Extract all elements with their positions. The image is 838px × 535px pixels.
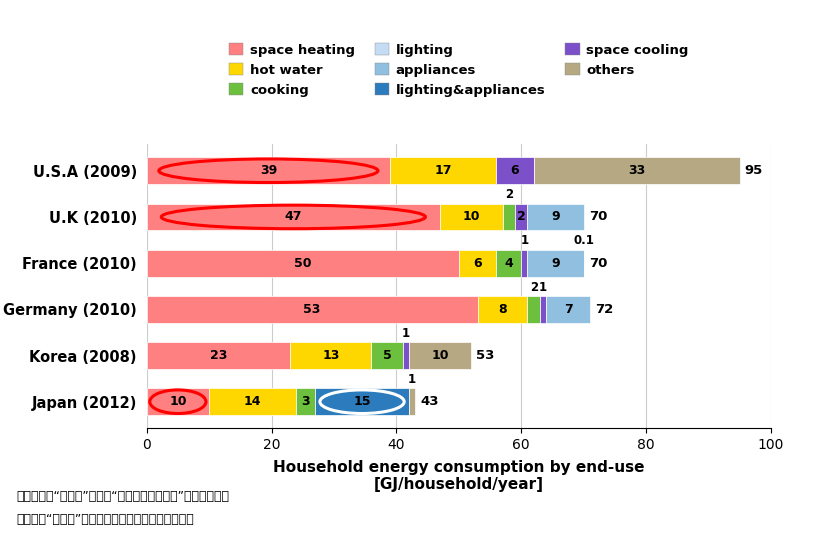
- Legend: space heating, hot water, cooking, lighting, appliances, lighting&appliances, sp: space heating, hot water, cooking, light…: [229, 43, 689, 97]
- X-axis label: Household energy consumption by end-use
[GJ/household/year]: Household energy consumption by end-use …: [273, 460, 644, 492]
- Bar: [147, 296, 478, 323]
- Bar: [371, 342, 402, 369]
- Bar: [527, 203, 584, 231]
- Bar: [315, 388, 409, 415]
- Text: 韓国：“その他”には、家電とその他が含まれる。: 韓国：“その他”には、家電とその他が含まれる。: [17, 513, 194, 525]
- Text: 9: 9: [551, 210, 560, 224]
- Bar: [147, 157, 391, 184]
- Bar: [440, 203, 503, 231]
- Text: 8: 8: [499, 303, 507, 316]
- Text: 6: 6: [473, 257, 482, 270]
- Bar: [478, 296, 527, 323]
- Text: 2: 2: [517, 210, 525, 224]
- Text: 13: 13: [322, 349, 339, 362]
- Bar: [546, 296, 590, 323]
- Bar: [540, 296, 546, 323]
- Bar: [210, 388, 297, 415]
- Text: 7: 7: [564, 303, 572, 316]
- Text: 注）米国：“その他”には、“調理・照明・家電”が含まれる。: 注）米国：“その他”には、“調理・照明・家電”が含まれる。: [17, 490, 230, 502]
- Text: 23: 23: [210, 349, 227, 362]
- Bar: [402, 342, 409, 369]
- Bar: [147, 388, 210, 415]
- Text: 33: 33: [628, 164, 645, 177]
- Bar: [409, 342, 471, 369]
- Bar: [147, 342, 290, 369]
- Text: 3: 3: [302, 395, 310, 408]
- Bar: [459, 250, 496, 277]
- Bar: [147, 250, 459, 277]
- Text: 0.1: 0.1: [573, 234, 594, 247]
- Text: 10: 10: [463, 210, 480, 224]
- Text: 4: 4: [504, 257, 513, 270]
- Text: 6: 6: [510, 164, 520, 177]
- Text: 72: 72: [595, 303, 613, 316]
- Text: 53: 53: [303, 303, 321, 316]
- Bar: [534, 157, 740, 184]
- Text: 70: 70: [589, 257, 608, 270]
- Text: 10: 10: [169, 395, 187, 408]
- Text: 14: 14: [244, 395, 261, 408]
- Bar: [521, 250, 527, 277]
- Bar: [391, 157, 496, 184]
- Text: 10: 10: [432, 349, 449, 362]
- Bar: [290, 342, 371, 369]
- Text: 5: 5: [383, 349, 391, 362]
- Bar: [496, 250, 521, 277]
- Text: 2: 2: [530, 281, 538, 294]
- Text: 1: 1: [401, 327, 410, 340]
- Text: 70: 70: [588, 210, 607, 224]
- Text: 2: 2: [504, 188, 513, 201]
- Bar: [527, 250, 584, 277]
- Bar: [147, 203, 440, 231]
- Text: 1: 1: [520, 234, 529, 247]
- Text: 47: 47: [285, 210, 303, 224]
- Bar: [503, 203, 515, 231]
- Text: 50: 50: [294, 257, 312, 270]
- Text: 9: 9: [551, 257, 560, 270]
- Text: 53: 53: [476, 349, 494, 362]
- Text: 39: 39: [260, 164, 277, 177]
- Bar: [409, 388, 415, 415]
- Text: 15: 15: [354, 395, 370, 408]
- Bar: [527, 296, 540, 323]
- Bar: [297, 388, 315, 415]
- Bar: [496, 157, 534, 184]
- Text: 43: 43: [420, 395, 438, 408]
- Text: 1: 1: [539, 281, 547, 294]
- Text: 95: 95: [745, 164, 763, 177]
- Text: 17: 17: [434, 164, 452, 177]
- Bar: [515, 203, 527, 231]
- Text: 1: 1: [408, 373, 416, 386]
